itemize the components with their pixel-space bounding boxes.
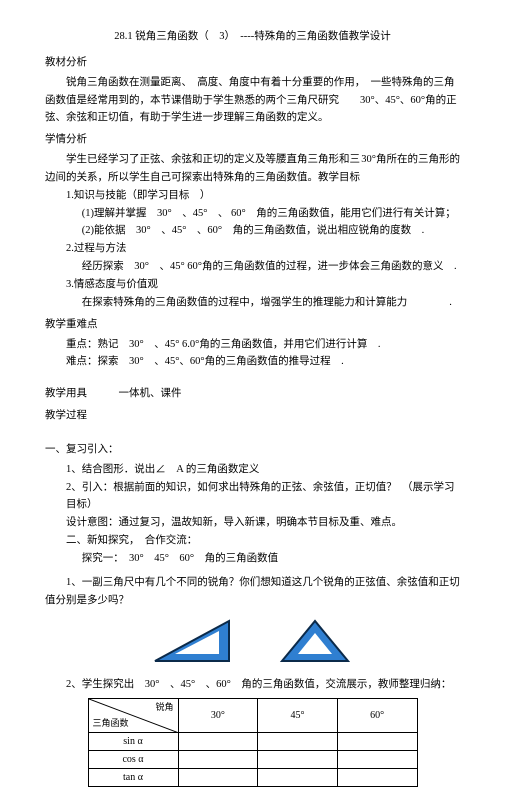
row-header: tan α	[88, 769, 178, 787]
objective-3-paragraph: 在探索特殊角的三角函数值的过程中，增强学生的推理能力和计算能力 .	[45, 294, 460, 312]
focus-item-1: 重点：熟记 30° 、45° 6.0°角的三角函数值，并用它们进行计算 .	[45, 336, 460, 354]
review-item-2: 2、引入：根据前面的知识，如何求出特殊角的正弦、余弦值，正切值？ （展示学习目标…	[45, 479, 460, 515]
isoceles-triangle-icon	[278, 619, 352, 670]
table-diagonal-header: 锐角 三角函数	[88, 699, 178, 733]
focus-item-2: 难点：探索 30° 、45°、60°角的三角函数值的推导过程 .	[45, 353, 460, 371]
heading-focus: 教学重难点	[45, 316, 460, 334]
objective-1-item-2: (2)能依据 30° 、45° 、60° 角的三角函数值，说出相应锐角的度数 .	[45, 222, 460, 240]
row-header: cos α	[88, 751, 178, 769]
col-header: 30°	[178, 699, 258, 733]
right-triangle-icon	[153, 619, 231, 670]
table-cell	[178, 733, 258, 751]
table-cell	[337, 733, 417, 751]
trig-table: 锐角 三角函数 30° 45° 60° sin α cos α tan α	[88, 698, 418, 787]
table-cell	[337, 769, 417, 787]
heading-review: 一、复习引入：	[45, 441, 460, 459]
heading-process: 教学过程	[45, 407, 460, 425]
row-header: sin α	[88, 733, 178, 751]
review-item-3: 设计意图：通过复习，温故知新，导入新课，明确本节目标及重、难点。	[45, 514, 460, 532]
student-side-note: 30°角所在的三角形的	[361, 151, 460, 169]
question-1: 1、一副三角尺中有几个不同的锐角？你们想知道这几个锐角的正弦值、余弦值和正切值分…	[45, 574, 460, 610]
table-cell	[258, 769, 338, 787]
review-item-1: 1、结合图形．说出∠ A 的三角函数定义	[45, 461, 460, 479]
objective-2-paragraph: 经历探索 30° 、45° 60°角的三角函数值的过程，进一步体会三角函数的意义…	[45, 258, 460, 276]
objective-3-head: 3.情感态度与价值观	[45, 276, 460, 294]
objective-1-item-1: (1)理解并掌握 30° 、45° 、 60° 角的三角函数值，能用它们进行有关…	[45, 205, 460, 223]
col-header: 60°	[337, 699, 417, 733]
heading-material: 教材分析	[45, 54, 460, 72]
table-cell	[178, 769, 258, 787]
col-header: 45°	[258, 699, 338, 733]
heading-tools: 教学用具 一体机、课件	[45, 385, 460, 403]
table-cell	[258, 751, 338, 769]
diag-bot-label: 三角函数	[93, 716, 129, 731]
question-2: 2、学生探究出 30° 、45° 、60° 角的三角函数值，交流展示，教师整理归…	[45, 676, 460, 694]
diag-top-label: 锐角	[155, 700, 173, 715]
objective-2-head: 2.过程与方法	[45, 240, 460, 258]
table-cell	[178, 751, 258, 769]
material-paragraph: 锐角三角函数在测量距离、 高度、角度中有着十分重要的作用， 一些特殊角的三角函数…	[45, 74, 460, 128]
triangle-figures	[45, 619, 460, 670]
objective-1-head: 1.知识与技能（即学习目标 ）	[45, 187, 460, 205]
heading-student: 学情分析	[45, 131, 460, 149]
explore-subhead: 探究一： 30° 45° 60° 角的三角函数值	[45, 550, 460, 568]
table-cell	[258, 733, 338, 751]
heading-explore: 二、新知探究， 合作交流：	[45, 532, 460, 550]
page-title: 28.1 锐角三角函数（ 3） ----特殊角的三角函数值教学设计	[45, 28, 460, 46]
table-cell	[337, 751, 417, 769]
